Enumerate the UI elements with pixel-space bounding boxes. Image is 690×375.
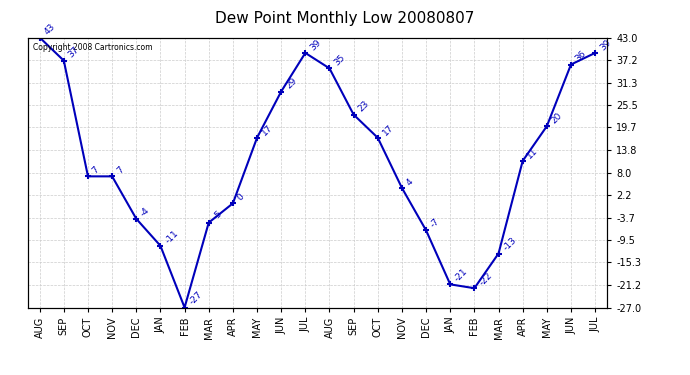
- Text: -27: -27: [188, 290, 204, 307]
- Text: -5: -5: [212, 209, 224, 222]
- Text: 0: 0: [236, 192, 246, 202]
- Text: 11: 11: [526, 146, 540, 160]
- Text: 17: 17: [260, 123, 275, 137]
- Text: 29: 29: [284, 76, 298, 91]
- Text: 39: 39: [308, 38, 323, 52]
- Text: Copyright 2008 Cartronics.com: Copyright 2008 Cartronics.com: [33, 43, 153, 52]
- Text: 7: 7: [115, 165, 126, 176]
- Text: -7: -7: [429, 217, 442, 229]
- Text: -11: -11: [164, 228, 180, 245]
- Text: 36: 36: [574, 49, 589, 64]
- Text: 4: 4: [405, 177, 415, 187]
- Text: 7: 7: [91, 165, 101, 176]
- Text: -4: -4: [139, 206, 152, 218]
- Text: -13: -13: [502, 236, 518, 253]
- Text: 43: 43: [43, 22, 57, 37]
- Text: 17: 17: [381, 123, 395, 137]
- Text: 35: 35: [333, 53, 347, 68]
- Text: -21: -21: [453, 267, 470, 284]
- Text: Dew Point Monthly Low 20080807: Dew Point Monthly Low 20080807: [215, 11, 475, 26]
- Text: 39: 39: [598, 38, 613, 52]
- Text: 37: 37: [67, 45, 81, 60]
- Text: 20: 20: [550, 111, 564, 125]
- Text: 23: 23: [357, 99, 371, 114]
- Text: -22: -22: [477, 271, 494, 287]
